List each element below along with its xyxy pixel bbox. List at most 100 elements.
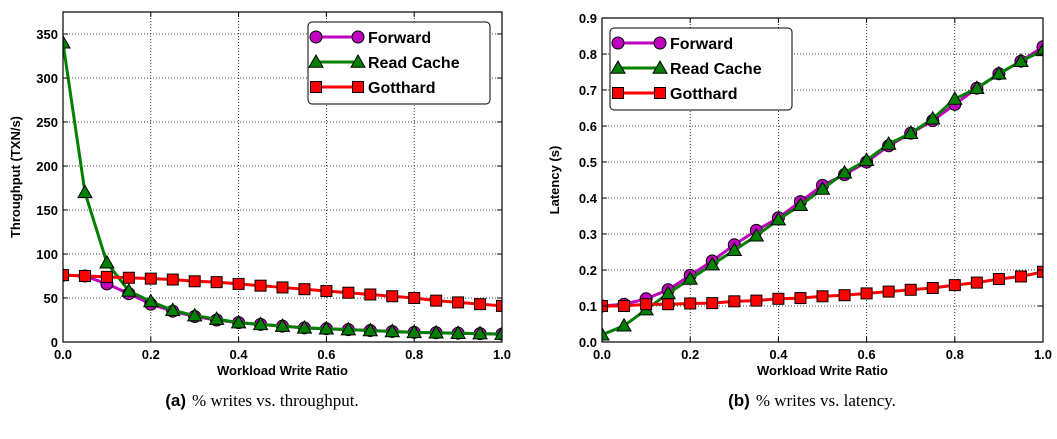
legend-item: Gotthard [310,80,436,97]
data-point [472,325,488,340]
data-point [728,295,741,308]
data-point [902,125,919,139]
data-point [450,325,466,339]
caption-a-label: (a) [165,391,186,410]
caption-b-label: (b) [728,391,750,410]
data-point [208,311,225,325]
x-tick-label: 0.0 [593,347,611,362]
y-tick-label: 0.5 [579,155,597,170]
plot-area [602,40,1043,341]
caption-b-text: % writes vs. latency. [756,391,896,410]
legend-item: Gotthard [612,86,738,103]
x-tick-label: 0.2 [142,347,160,362]
y-tick-label: 0.9 [579,11,597,26]
data-point [602,326,610,341]
legend-item: Read Cache [308,53,460,72]
data-point [362,322,379,337]
data-point [274,318,291,332]
data-point [474,298,487,311]
legend-marker [612,87,624,99]
legend-marker [310,81,322,93]
chart-throughput: 0.0 0.2 0.4 0.6 0.8 1.0 0 50 100 150 200 250 300 350 W… [8,11,511,378]
data-point [63,34,71,49]
data-point [836,164,853,179]
legend-label: Read Cache [670,61,762,78]
x-tick-label: 1.0 [493,347,511,362]
x-tick-label: 0.8 [405,347,423,362]
y-tick-label: 350 [36,27,58,42]
data-point [78,270,91,282]
y-tick-label: 0.6 [579,119,597,134]
x-axis-label: Workload Write Ratio [757,363,888,378]
data-point [772,292,785,305]
y-tick-label: 100 [36,247,58,262]
data-point [682,270,699,285]
data-point [726,242,743,256]
y-tick-label: 250 [36,115,58,130]
data-point [640,298,653,311]
y-tick-label: 0.1 [579,299,597,314]
x-tick-label: 0.6 [317,347,335,362]
y-axis-label: Throughput (TXN/s) [8,116,23,238]
y-tick-label: 0 [51,335,58,350]
data-point [144,272,157,285]
data-point [924,110,941,125]
legend-item: Forward [309,30,431,47]
x-tick-label: 0.4 [230,347,249,362]
legend-marker [654,87,666,99]
y-tick-label: 0.4 [579,191,598,206]
data-point [364,288,377,301]
data-point [340,321,357,336]
data-point [706,297,719,310]
legend-marker [308,53,324,68]
legend-marker [309,30,323,44]
data-point [618,300,631,312]
x-tick-label: 1.0 [1034,347,1052,362]
data-point [276,281,289,294]
data-point [1037,265,1043,278]
x-tick-label: 0.4 [769,347,788,362]
data-point [748,227,765,242]
data-point [662,298,675,311]
y-tick-label: 150 [36,203,58,218]
data-point [252,316,269,331]
legend: Forward Read Cache Gotthard [609,27,793,111]
data-point [816,290,829,303]
data-point [494,326,502,340]
legend-item: Read Cache [610,59,762,78]
data-point [164,302,181,317]
data-point [100,270,113,283]
data-point [880,135,897,150]
data-point [186,307,203,322]
data-point [232,277,245,290]
x-tick-label: 0.2 [681,347,699,362]
data-point [120,282,137,297]
legend-label: Forward [368,30,431,47]
data-point [142,293,159,308]
data-point [188,275,201,288]
data-point [794,292,807,305]
legend-marker [611,36,625,50]
data-point [298,283,311,296]
data-point [992,273,1005,285]
series-gotthard [602,265,1043,312]
legend-label: Gotthard [368,80,436,97]
legend-marker [351,30,365,44]
data-point [99,254,115,269]
y-tick-label: 50 [44,291,58,306]
x-tick-label: 0.0 [54,347,72,362]
y-tick-label: 0.8 [579,47,597,62]
data-point [1013,53,1029,67]
x-tick-label: 0.6 [858,347,876,362]
data-point [792,197,809,211]
data-point [230,314,247,329]
data-point [882,285,895,298]
y-tick-label: 300 [36,71,58,86]
series-gotthard [63,269,502,312]
series-read-cache [63,34,502,340]
series-read-cache [602,42,1043,341]
x-axis-label: Workload Write Ratio [217,363,348,378]
data-point [904,283,917,296]
data-point [860,287,873,300]
data-point [814,180,831,195]
